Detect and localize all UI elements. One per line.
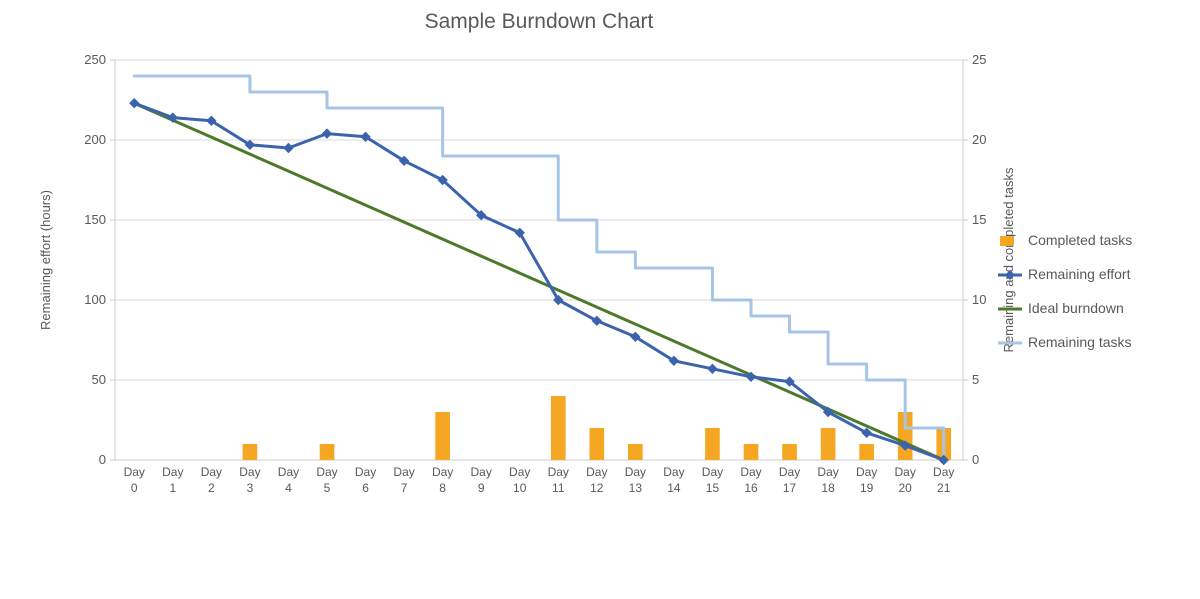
- marker-remaining-effort: [130, 99, 139, 108]
- x-tick-label: Day13: [625, 465, 646, 495]
- x-tick-label: Day21: [933, 465, 954, 495]
- x-tick-label: Day16: [740, 465, 761, 495]
- right-axis-title: Remaining and completed tasks: [1001, 167, 1016, 352]
- marker-remaining-effort: [323, 129, 332, 138]
- x-tick-label: Day15: [702, 465, 723, 495]
- bar-completed-tasks: [782, 444, 797, 460]
- bar-completed-tasks: [320, 444, 335, 460]
- x-tick-label: Day12: [586, 465, 607, 495]
- bar-completed-tasks: [243, 444, 258, 460]
- x-tick-label: Day17: [779, 465, 800, 495]
- x-tick-label: Day18: [817, 465, 838, 495]
- legend-item: Remaining effort: [998, 266, 1131, 282]
- left-tick-label: 0: [99, 452, 106, 467]
- bar-completed-tasks: [435, 412, 450, 460]
- left-tick-label: 100: [84, 292, 106, 307]
- left-tick-label: 250: [84, 52, 106, 67]
- right-tick-label: 5: [972, 372, 979, 387]
- x-tick-label: Day2: [201, 465, 222, 495]
- bar-completed-tasks: [744, 444, 759, 460]
- bar-completed-tasks: [589, 428, 604, 460]
- right-tick-label: 25: [972, 52, 986, 67]
- right-tick-label: 15: [972, 212, 986, 227]
- legend-item: Completed tasks: [1000, 232, 1132, 248]
- legend-label: Remaining tasks: [1028, 334, 1132, 350]
- x-tick-label: Day14: [663, 465, 684, 495]
- bar-completed-tasks: [628, 444, 643, 460]
- legend-item: Remaining tasks: [998, 334, 1132, 350]
- bar-completed-tasks: [705, 428, 720, 460]
- chart-svg: Sample Burndown Chart050100150200250Rema…: [0, 0, 1200, 599]
- x-tick-label: Day20: [895, 465, 916, 495]
- x-tick-label: Day11: [548, 465, 569, 495]
- x-tick-label: Day9: [471, 465, 492, 495]
- bar-completed-tasks: [859, 444, 874, 460]
- x-tick-label: Day0: [124, 465, 145, 495]
- legend-swatch-bar: [1000, 236, 1014, 246]
- x-tick-label: Day4: [278, 465, 299, 495]
- left-tick-label: 200: [84, 132, 106, 147]
- x-tick-label: Day6: [355, 465, 376, 495]
- x-tick-label: Day7: [393, 465, 414, 495]
- bar-completed-tasks: [551, 396, 566, 460]
- x-tick-label: Day8: [432, 465, 453, 495]
- right-tick-label: 10: [972, 292, 986, 307]
- x-tick-label: Day5: [316, 465, 337, 495]
- bar-completed-tasks: [821, 428, 836, 460]
- legend-label: Ideal burndown: [1028, 300, 1124, 316]
- legend-item: Ideal burndown: [998, 300, 1124, 316]
- chart-title: Sample Burndown Chart: [425, 10, 654, 33]
- left-tick-label: 150: [84, 212, 106, 227]
- right-tick-label: 0: [972, 452, 979, 467]
- left-axis-title: Remaining effort (hours): [38, 190, 53, 330]
- x-tick-label: Day3: [239, 465, 260, 495]
- x-tick-label: Day1: [162, 465, 183, 495]
- marker-remaining-effort: [708, 364, 717, 373]
- legend-label: Completed tasks: [1028, 232, 1132, 248]
- burndown-chart: Sample Burndown Chart050100150200250Rema…: [0, 0, 1200, 599]
- marker-remaining-effort: [284, 144, 293, 153]
- left-tick-label: 50: [92, 372, 106, 387]
- x-tick-label: Day10: [509, 465, 530, 495]
- legend-label: Remaining effort: [1028, 266, 1131, 282]
- x-tick-label: Day19: [856, 465, 877, 495]
- right-tick-label: 20: [972, 132, 986, 147]
